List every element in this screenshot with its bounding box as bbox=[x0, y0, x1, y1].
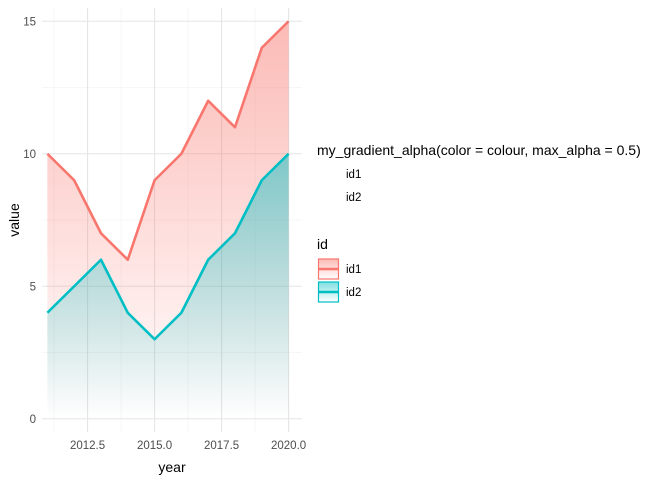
legend-key-id2 bbox=[317, 281, 340, 303]
areas bbox=[47, 21, 289, 419]
legend-key-id1 bbox=[317, 258, 340, 280]
legend-label: id2 bbox=[346, 192, 361, 204]
series-lines bbox=[46, 20, 290, 341]
legend-label: id1 bbox=[346, 169, 361, 181]
plot-panel bbox=[42, 8, 302, 432]
series-line-id2 bbox=[46, 152, 290, 341]
x-tick-label: 2017.5 bbox=[204, 440, 239, 452]
series-line-id1 bbox=[46, 20, 290, 262]
y-tick-label: 15 bbox=[23, 16, 36, 28]
x-tick-label: 2020.0 bbox=[271, 440, 306, 452]
legends: my_gradient_alpha(color = colour, max_al… bbox=[317, 142, 641, 303]
area-id2 bbox=[47, 153, 289, 419]
y-axis-title: value bbox=[6, 203, 22, 237]
legend-label: id1 bbox=[346, 264, 361, 276]
x-axis-title: year bbox=[158, 459, 186, 475]
legend-title: id bbox=[317, 236, 328, 252]
y-tick-label: 0 bbox=[30, 414, 36, 426]
legend-id: id id1 id2 bbox=[317, 236, 361, 303]
x-tick-label: 2015.0 bbox=[137, 440, 172, 452]
legend-gradient-alpha: my_gradient_alpha(color = colour, max_al… bbox=[317, 142, 641, 204]
legend-label: id2 bbox=[346, 287, 361, 299]
y-tick-label: 5 bbox=[30, 281, 36, 293]
x-tick-label: 2012.5 bbox=[70, 440, 105, 452]
legend-title: my_gradient_alpha(color = colour, max_al… bbox=[317, 142, 641, 158]
y-tick-label: 10 bbox=[23, 149, 36, 161]
axes: 2012.5 2015.0 2017.5 2020.0 0 5 10 15 year value bbox=[6, 16, 306, 475]
